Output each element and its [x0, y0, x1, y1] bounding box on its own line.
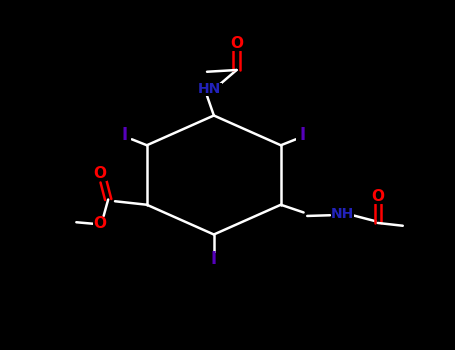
Text: NH: NH [331, 206, 354, 220]
Bar [296, 129, 309, 141]
Bar [197, 83, 222, 96]
Bar [93, 217, 107, 230]
Text: I: I [211, 250, 217, 268]
Text: I: I [121, 126, 127, 144]
Bar [331, 207, 354, 220]
Text: O: O [93, 217, 106, 231]
Bar [117, 129, 131, 141]
Text: O: O [371, 189, 384, 203]
Text: HN: HN [197, 82, 221, 96]
Text: I: I [299, 126, 306, 144]
Bar [230, 38, 243, 50]
Text: O: O [230, 36, 243, 50]
Bar [207, 253, 221, 265]
Text: O: O [93, 166, 106, 181]
Bar [370, 191, 385, 204]
Bar [93, 167, 107, 181]
